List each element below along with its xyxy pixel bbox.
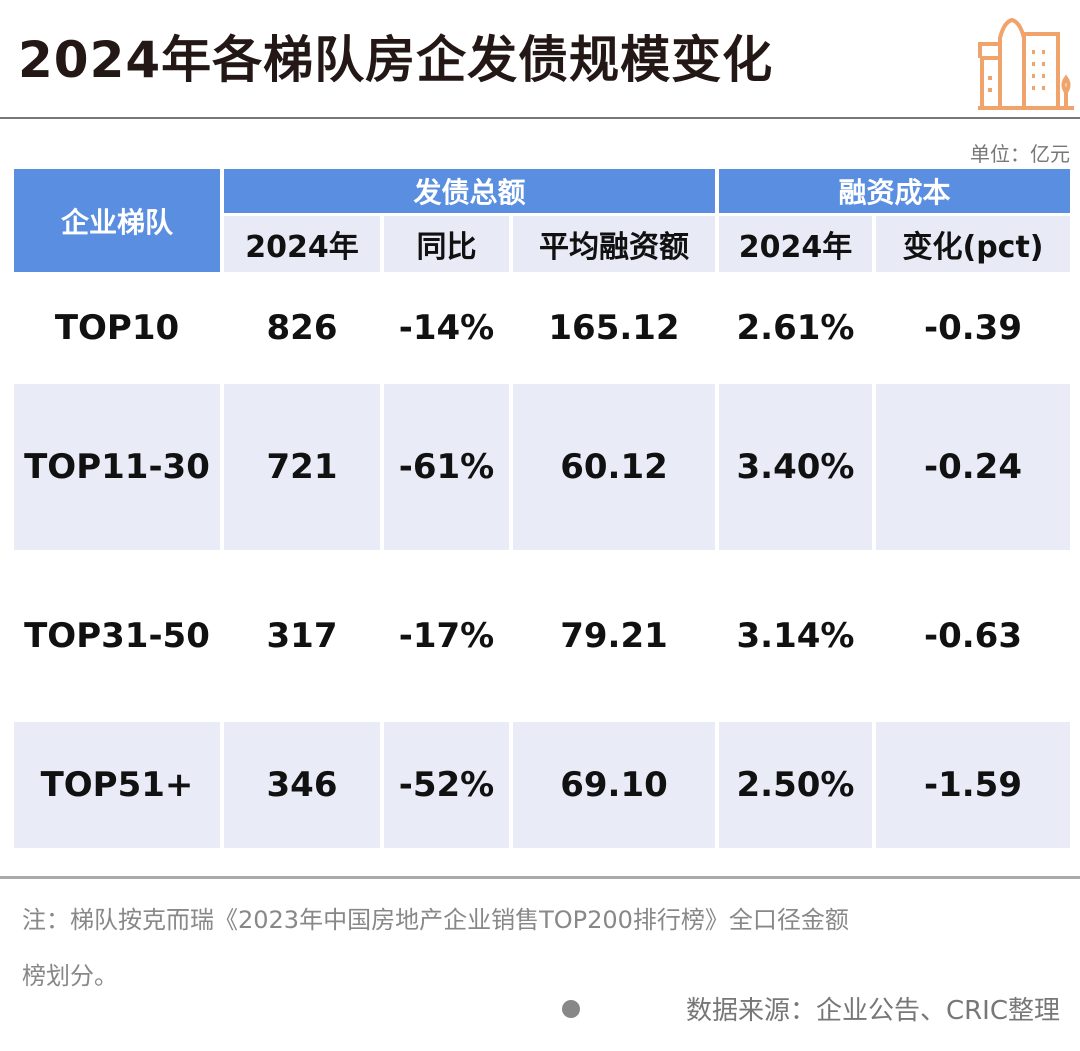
table-row: TOP11-30 721 -61% 60.12 3.40% -0.24 xyxy=(14,384,1071,550)
bullet-icon xyxy=(562,1000,580,1018)
cell: 826 xyxy=(224,275,380,381)
col-header: 2024年 xyxy=(719,216,872,272)
cell: 346 xyxy=(224,722,380,848)
cell: 165.12 xyxy=(513,275,715,381)
cell: -17% xyxy=(384,553,509,719)
cell: TOP31-50 xyxy=(14,553,220,719)
cell: 60.12 xyxy=(513,384,715,550)
col-header: 2024年 xyxy=(224,216,380,272)
cell: 3.40% xyxy=(719,384,872,550)
bond-table: 企业梯队 发债总额 融资成本 2024年 同比 平均融资额 2024年 变化(p… xyxy=(10,166,1074,851)
cell: -1.59 xyxy=(876,722,1071,848)
cell: 2.50% xyxy=(719,722,872,848)
cell: -0.24 xyxy=(876,384,1071,550)
cell: 79.21 xyxy=(513,553,715,719)
table-row: TOP31-50 317 -17% 79.21 3.14% -0.63 xyxy=(14,553,1071,719)
cell: TOP51+ xyxy=(14,722,220,848)
note-line-1: 注：梯队按克而瑞《2023年中国房地产企业销售TOP200排行榜》全口径金额 xyxy=(22,906,849,934)
col-header: 平均融资额 xyxy=(513,216,715,272)
cell: TOP11-30 xyxy=(14,384,220,550)
col-header: 变化(pct) xyxy=(876,216,1071,272)
col-header: 同比 xyxy=(384,216,509,272)
cell: -52% xyxy=(384,722,509,848)
cell: 2.61% xyxy=(719,275,872,381)
cell: 721 xyxy=(224,384,380,550)
cell: TOP10 xyxy=(14,275,220,381)
tier-header: 企业梯队 xyxy=(14,169,220,272)
cell: 69.10 xyxy=(513,722,715,848)
table-row: TOP51+ 346 -52% 69.10 2.50% -1.59 xyxy=(14,722,1071,848)
cell: -61% xyxy=(384,384,509,550)
note-line-2: 榜划分。 xyxy=(22,962,118,990)
cell: -14% xyxy=(384,275,509,381)
table-row: TOP10 826 -14% 165.12 2.61% -0.39 xyxy=(14,275,1071,381)
group-header-issuance: 发债总额 xyxy=(224,169,715,213)
buildings-icon xyxy=(978,17,1074,110)
cell: 3.14% xyxy=(719,553,872,719)
data-source: 数据来源：企业公告、CRIC整理 xyxy=(685,996,1060,1026)
cell: -0.63 xyxy=(876,553,1071,719)
unit-label: 单位：亿元 xyxy=(970,142,1070,166)
cell: -0.39 xyxy=(876,275,1071,381)
cell: 317 xyxy=(224,553,380,719)
title-divider xyxy=(0,117,1080,119)
group-header-cost: 融资成本 xyxy=(719,169,1071,213)
footer-divider xyxy=(0,876,1080,879)
page-title: 2024年各梯队房企发债规模变化 xyxy=(18,31,774,89)
